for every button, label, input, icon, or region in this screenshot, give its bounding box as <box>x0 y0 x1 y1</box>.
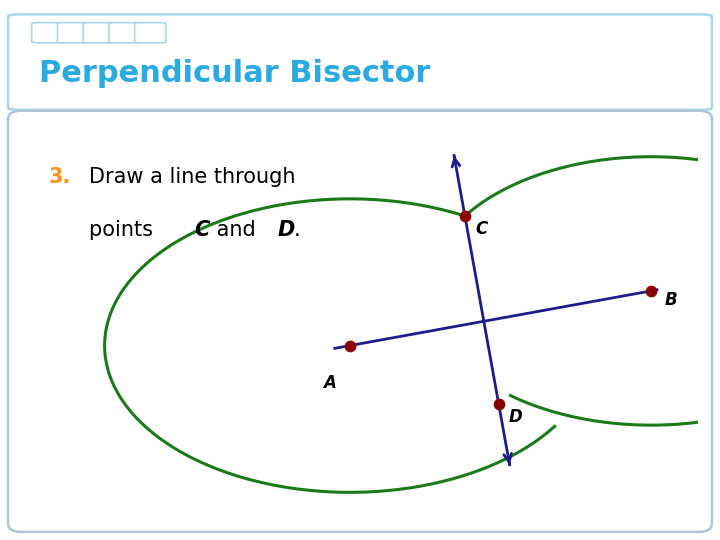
Text: 3.: 3. <box>49 167 71 187</box>
FancyBboxPatch shape <box>84 23 114 43</box>
Point <box>344 341 356 350</box>
FancyBboxPatch shape <box>58 23 89 43</box>
Text: and: and <box>210 220 262 240</box>
Text: D: D <box>509 408 523 427</box>
Point <box>645 287 657 295</box>
Text: C: C <box>194 220 210 240</box>
FancyBboxPatch shape <box>8 111 712 532</box>
Text: Draw a line through: Draw a line through <box>89 167 296 187</box>
Text: D: D <box>277 220 294 240</box>
FancyBboxPatch shape <box>32 23 63 43</box>
Text: C: C <box>475 220 487 238</box>
Text: B: B <box>665 291 678 309</box>
Text: A: A <box>323 374 336 392</box>
Point <box>459 212 471 220</box>
Text: points: points <box>89 220 160 240</box>
Text: .: . <box>294 220 300 240</box>
FancyBboxPatch shape <box>109 23 140 43</box>
FancyBboxPatch shape <box>135 23 166 43</box>
FancyBboxPatch shape <box>8 15 712 110</box>
Text: Perpendicular Bisector: Perpendicular Bisector <box>39 59 430 87</box>
Point <box>493 400 505 409</box>
